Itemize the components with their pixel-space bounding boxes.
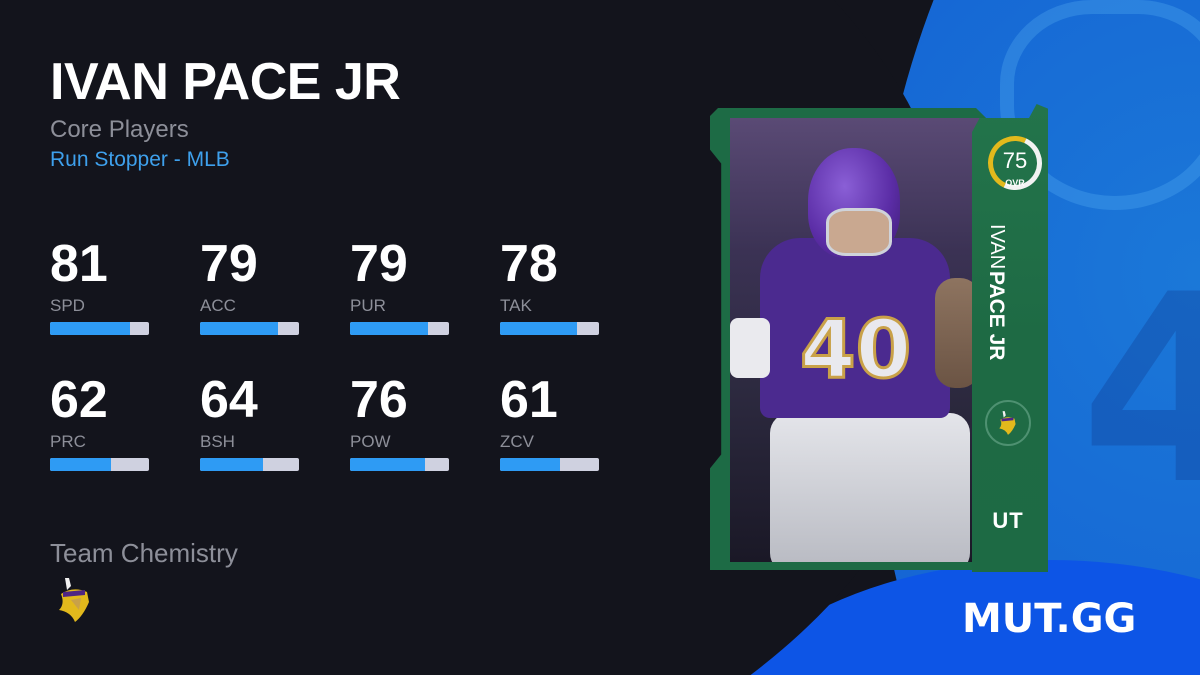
stat-acc: 79 ACC xyxy=(200,236,300,342)
stat-bsh: 64 BSH xyxy=(200,372,300,478)
stat-bar xyxy=(200,322,299,335)
stat-bar xyxy=(500,322,599,335)
player-name: IVAN PACE JR xyxy=(50,53,401,111)
stat-label: ACC xyxy=(200,296,236,315)
background-number-graphic: 40 xyxy=(1080,240,1200,542)
card-player-name: IVAN PACE JR xyxy=(984,224,1008,384)
stat-value: 64 xyxy=(200,371,258,429)
card-side-panel: 75 OVR IVAN PACE JR UT xyxy=(972,104,1048,572)
stat-bar-fill xyxy=(200,322,279,335)
stat-pur: 79 PUR xyxy=(350,236,450,342)
stat-bar xyxy=(50,322,149,335)
team-logo-icon xyxy=(985,400,1031,446)
stat-bar xyxy=(350,458,449,471)
stat-bar-fill xyxy=(50,322,131,335)
card-program-badge: UT xyxy=(992,508,1024,533)
stat-value: 78 xyxy=(500,235,558,293)
stats-grid: 81 SPD 79 ACC 79 PUR 78 TAK 62 PRC 64 BS… xyxy=(50,236,650,478)
photo-face xyxy=(826,208,892,256)
player-program: Core Players xyxy=(50,116,189,143)
player-archetype: Run Stopper - MLB xyxy=(50,148,230,171)
stat-zcv: 61 ZCV xyxy=(500,372,600,478)
stat-bar xyxy=(200,458,299,471)
brand-logo[interactable]: MUT.GG xyxy=(962,596,1137,642)
stat-bar-fill xyxy=(500,458,561,471)
stat-label: PUR xyxy=(350,296,386,315)
stat-bar-fill xyxy=(50,458,112,471)
photo-pants xyxy=(770,413,970,562)
stat-bar-fill xyxy=(500,322,578,335)
player-photo: 40 xyxy=(730,118,990,562)
ovr-label: OVR xyxy=(1005,178,1025,188)
stat-label: PRC xyxy=(50,432,86,451)
stat-value: 62 xyxy=(50,371,108,429)
stat-label: ZCV xyxy=(500,432,534,451)
stat-prc: 62 PRC xyxy=(50,372,150,478)
stat-bar xyxy=(50,458,149,471)
stat-bar-fill xyxy=(200,458,264,471)
stat-label: TAK xyxy=(500,296,532,315)
stat-value: 61 xyxy=(500,371,558,429)
stat-bar-fill xyxy=(350,322,429,335)
player-card[interactable]: 40 75 OVR IVAN PACE JR UT xyxy=(708,104,1053,574)
photo-jersey-number: 40 xyxy=(798,302,912,398)
ovr-value: 75 xyxy=(1002,148,1028,173)
vikings-logo-icon xyxy=(55,576,95,624)
stat-spd: 81 SPD xyxy=(50,236,150,342)
stat-pow: 76 POW xyxy=(350,372,450,478)
photo-arm-left xyxy=(730,318,770,378)
stat-label: SPD xyxy=(50,296,85,315)
stat-value: 81 xyxy=(50,235,108,293)
stat-tak: 78 TAK xyxy=(500,236,600,342)
stat-bar xyxy=(500,458,599,471)
card-last-name: PACE JR xyxy=(985,271,1008,361)
stat-bar-fill xyxy=(350,458,426,471)
stat-value: 79 xyxy=(350,235,408,293)
stat-value: 76 xyxy=(350,371,408,429)
stat-label: POW xyxy=(350,432,391,451)
stat-label: BSH xyxy=(200,432,235,451)
team-chemistry-label: Team Chemistry xyxy=(50,538,238,568)
stat-value: 79 xyxy=(200,235,258,293)
photo-jersey xyxy=(760,238,950,418)
stat-bar xyxy=(350,322,449,335)
card-first-name: IVAN xyxy=(986,224,1008,270)
